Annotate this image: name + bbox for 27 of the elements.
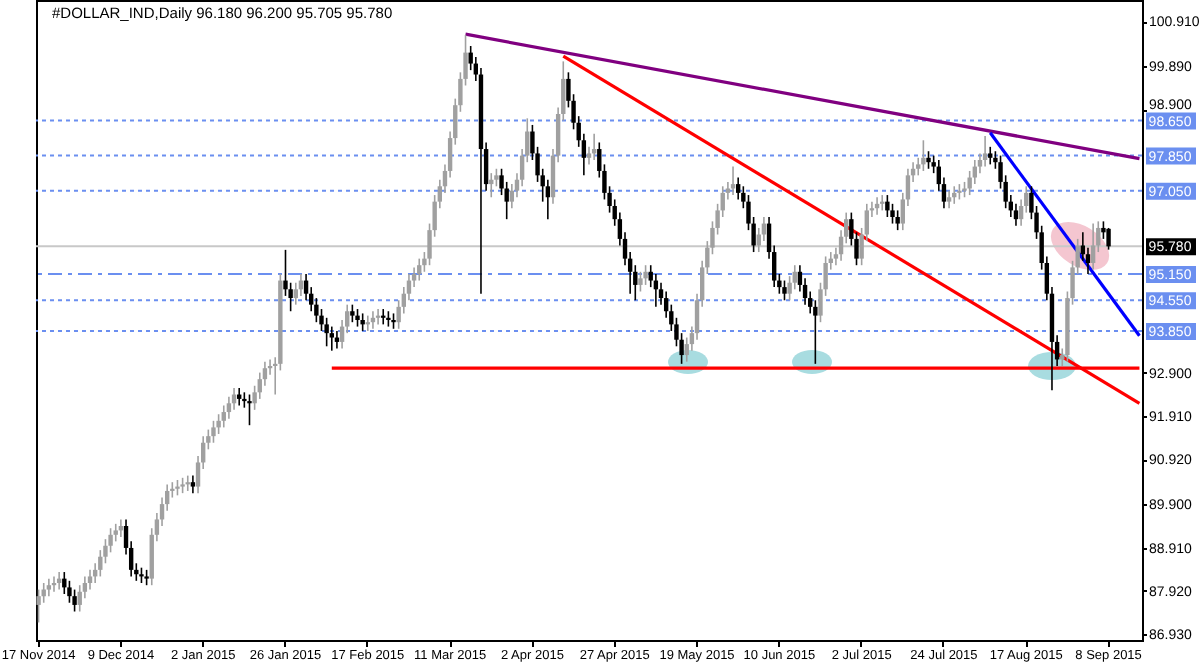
- candlestick: [638, 270, 643, 293]
- candlestick: [36, 588, 41, 624]
- candlestick: [895, 209, 900, 231]
- candlestick: [211, 420, 216, 444]
- candlestick: [293, 281, 298, 306]
- candlestick: [216, 413, 221, 435]
- candlestick: [87, 569, 93, 591]
- candlestick: [1013, 203, 1019, 227]
- candlestick: [226, 395, 232, 420]
- candlestick: [1106, 227, 1111, 251]
- candlestick: [890, 203, 895, 225]
- candlestick: [72, 588, 77, 613]
- candlestick: [982, 135, 988, 168]
- candlestick: [221, 404, 226, 429]
- candlestick: [417, 257, 422, 282]
- candlestick: [782, 279, 787, 302]
- candlestick: [324, 317, 329, 348]
- candlestick: [77, 584, 82, 613]
- candlestick: [813, 299, 818, 365]
- candlestick: [735, 176, 741, 201]
- candlestick: [67, 580, 72, 604]
- candlestick: [329, 325, 334, 352]
- candlestick: [643, 264, 648, 286]
- candlestick: [885, 194, 890, 218]
- candlestick: [247, 393, 252, 427]
- candlestick: [921, 139, 926, 172]
- candlestick: [1090, 222, 1096, 271]
